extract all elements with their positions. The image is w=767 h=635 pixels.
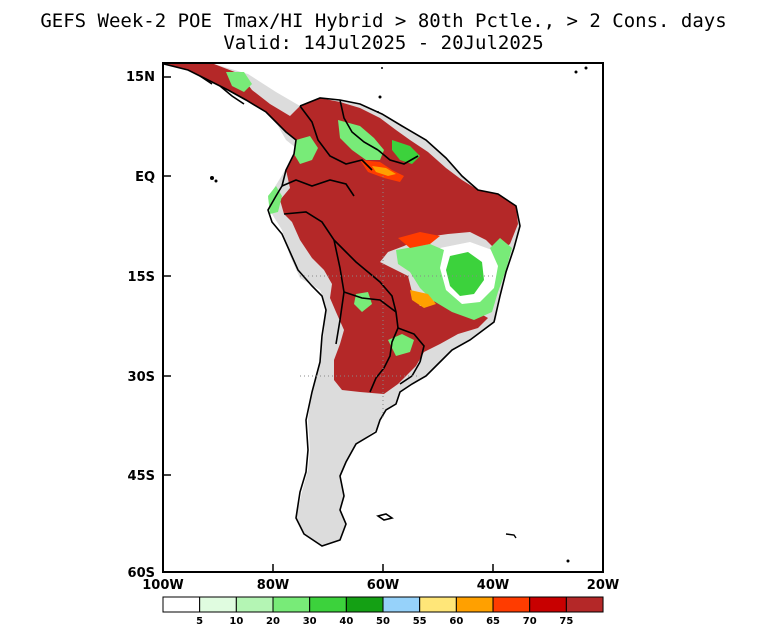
colorbar-swatch <box>235 596 274 613</box>
lat-label: 15S <box>128 270 155 285</box>
lon-label: 80W <box>257 578 289 593</box>
lat-label: 15N <box>126 70 155 85</box>
high-probability-region <box>164 64 518 394</box>
map-title: GEFS Week-2 POE Tmax/HI Hybrid > 80th Pc… <box>40 10 727 32</box>
fringe-orange-south <box>410 290 436 308</box>
colorbar-label: 5 <box>196 616 203 627</box>
green-zone-central-america <box>226 72 252 92</box>
colorbar-swatch <box>345 596 384 613</box>
colorbar-swatch <box>199 596 237 613</box>
colorbar-swatch <box>162 596 201 613</box>
falkland-islands <box>376 513 394 521</box>
colorbar-label: 30 <box>303 616 317 627</box>
colorbar-label: 65 <box>486 616 500 627</box>
lon-label: 100W <box>142 578 183 593</box>
colorbar-swatch <box>272 596 311 613</box>
green-zone-colombia <box>294 136 318 164</box>
lon-label: 20W <box>587 578 619 593</box>
colorbar-label: 40 <box>339 616 353 627</box>
gridlines <box>300 176 496 420</box>
lon-label: 40W <box>477 578 509 593</box>
colorbar-swatch <box>455 596 494 613</box>
colorbar: 5 10 20 30 40 50 55 60 65 70 75 <box>162 596 604 627</box>
lon-label: 60W <box>367 578 399 593</box>
colorbar-label: 20 <box>266 616 280 627</box>
country-borders <box>163 63 521 547</box>
colorbar-swatch <box>309 596 347 613</box>
colorbar-label: 50 <box>376 616 390 627</box>
colorbar-label: 70 <box>523 616 537 627</box>
colorbar-label: 55 <box>413 616 427 627</box>
colorbar-swatch <box>565 596 604 613</box>
colorbar-swatch <box>529 596 567 613</box>
green-zone-southeast <box>396 238 512 320</box>
lat-label: 60S <box>128 566 155 581</box>
colorbar-swatch <box>382 596 421 613</box>
colorbar-swatch <box>419 596 457 613</box>
colorbar-label: 75 <box>559 616 573 627</box>
islands <box>210 66 588 563</box>
valid-date-subtitle: Valid: 14Jul2025 - 20Jul2025 <box>223 32 544 54</box>
colorbar-label: 10 <box>229 616 243 627</box>
colorbar-label: 60 <box>449 616 463 627</box>
lat-label: 45S <box>128 469 155 484</box>
fringe-orange-interior <box>398 232 440 248</box>
fringe-yellow-north <box>372 166 396 176</box>
green-zone-paraguay <box>388 334 414 356</box>
lat-label: 30S <box>128 370 155 385</box>
south-georgia <box>505 533 517 539</box>
lat-label: EQ <box>135 170 155 185</box>
colorbar-swatch <box>492 596 531 613</box>
green-zone-southeast-inner <box>446 252 484 296</box>
axis-ticks <box>163 76 494 572</box>
